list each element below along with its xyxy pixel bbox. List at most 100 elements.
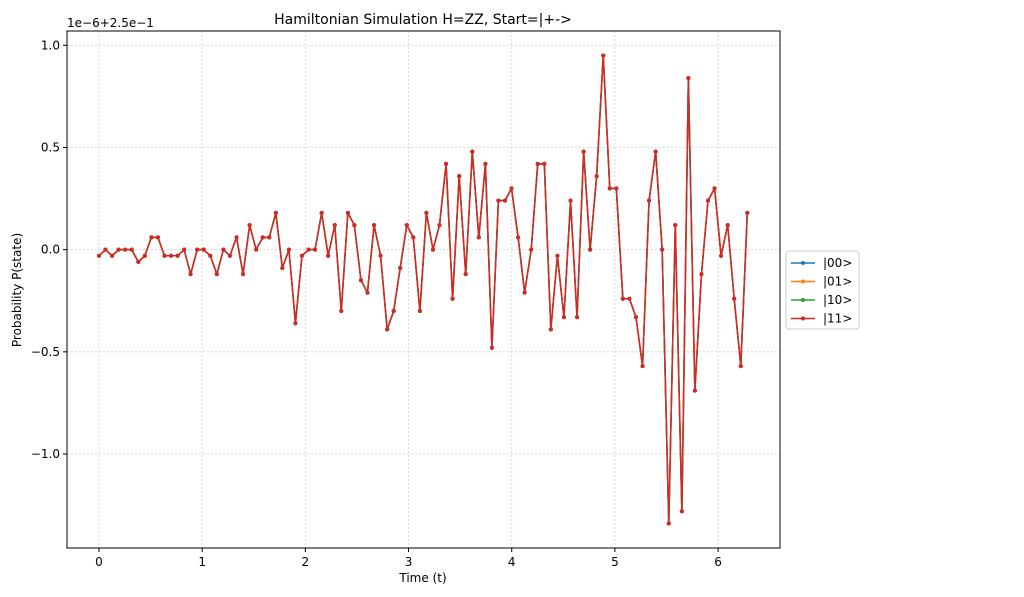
data-point bbox=[417, 308, 422, 313]
data-point bbox=[267, 235, 272, 240]
data-point bbox=[588, 247, 593, 252]
data-point bbox=[679, 509, 684, 514]
data-point bbox=[247, 223, 252, 228]
data-point bbox=[594, 174, 599, 179]
data-point bbox=[136, 259, 141, 264]
data-point bbox=[555, 253, 560, 258]
data-point bbox=[568, 198, 573, 203]
data-point bbox=[358, 278, 363, 283]
data-point bbox=[201, 247, 206, 252]
chart-title: Hamiltonian Simulation H=ZZ, Start=|+-> bbox=[274, 12, 572, 28]
data-point bbox=[208, 253, 213, 258]
data-point bbox=[352, 223, 357, 228]
legend-label-00: |00> bbox=[823, 256, 852, 270]
data-point bbox=[241, 272, 246, 277]
data-point bbox=[339, 308, 344, 313]
plot-area bbox=[67, 31, 780, 548]
data-point bbox=[476, 235, 481, 240]
data-point bbox=[483, 161, 488, 166]
series-layer bbox=[96, 53, 750, 526]
data-point bbox=[319, 210, 324, 215]
y-tick-label: 1.0 bbox=[41, 38, 60, 52]
data-point bbox=[640, 364, 645, 369]
data-point bbox=[424, 210, 429, 215]
legend-marker-01 bbox=[801, 279, 805, 284]
data-point bbox=[149, 235, 154, 240]
data-point bbox=[509, 186, 514, 191]
y-offset-text: 1e−6+2.5e−1 bbox=[67, 16, 154, 30]
data-point bbox=[385, 327, 390, 332]
data-point bbox=[470, 149, 475, 154]
data-point bbox=[313, 247, 318, 252]
data-point bbox=[345, 210, 350, 215]
data-point bbox=[437, 223, 442, 228]
data-point bbox=[306, 247, 311, 252]
x-tick-label: 3 bbox=[405, 555, 413, 569]
data-point bbox=[489, 345, 494, 350]
legend-box bbox=[785, 250, 860, 330]
data-point bbox=[548, 327, 553, 332]
data-point bbox=[607, 186, 612, 191]
x-tick-label: 5 bbox=[611, 555, 619, 569]
data-point bbox=[633, 315, 638, 320]
data-point bbox=[561, 315, 566, 320]
y-axis-label: Probability P(state) bbox=[10, 233, 24, 347]
x-tick-label: 4 bbox=[508, 555, 516, 569]
data-point bbox=[103, 247, 108, 252]
legend-marker-10 bbox=[801, 298, 805, 302]
data-point bbox=[732, 296, 737, 301]
data-point bbox=[280, 266, 285, 271]
data-point bbox=[660, 247, 665, 252]
data-point bbox=[705, 198, 710, 203]
data-point bbox=[699, 272, 704, 277]
data-point bbox=[673, 223, 678, 228]
x-axis: 0 1 2 3 4 5 6 bbox=[95, 548, 722, 569]
x-tick-label: 0 bbox=[95, 555, 103, 569]
data-point bbox=[516, 235, 521, 240]
data-point bbox=[620, 296, 625, 301]
data-point bbox=[293, 321, 298, 326]
data-point bbox=[195, 247, 200, 252]
data-point bbox=[162, 253, 167, 258]
data-point bbox=[182, 247, 187, 252]
data-point bbox=[738, 364, 743, 369]
data-point bbox=[273, 210, 278, 215]
data-point bbox=[712, 186, 717, 191]
data-point bbox=[542, 161, 547, 166]
data-point bbox=[142, 253, 147, 258]
legend-marker-00 bbox=[801, 261, 805, 265]
data-point bbox=[404, 223, 409, 228]
data-point bbox=[398, 266, 403, 271]
data-point bbox=[175, 253, 180, 258]
data-point bbox=[463, 272, 468, 277]
data-point bbox=[496, 198, 501, 203]
x-tick-label: 6 bbox=[714, 555, 722, 569]
data-point bbox=[411, 235, 416, 240]
data-point bbox=[129, 247, 134, 252]
data-point bbox=[522, 290, 527, 295]
data-point bbox=[653, 149, 658, 154]
data-point bbox=[503, 198, 508, 203]
data-point bbox=[575, 315, 580, 320]
data-point bbox=[365, 290, 370, 295]
data-point bbox=[627, 296, 632, 301]
series-11 bbox=[96, 53, 750, 526]
x-axis-label: Time (t) bbox=[398, 571, 446, 585]
data-point bbox=[188, 272, 193, 277]
data-point bbox=[601, 53, 606, 58]
data-point bbox=[116, 247, 121, 252]
data-point bbox=[254, 247, 259, 252]
data-point bbox=[260, 235, 265, 240]
y-tick-label: −0.5 bbox=[31, 345, 60, 359]
data-point bbox=[96, 253, 101, 258]
x-tick-label: 1 bbox=[198, 555, 206, 569]
data-point bbox=[169, 253, 174, 258]
data-point bbox=[221, 247, 226, 252]
data-point bbox=[391, 308, 396, 313]
series-line-11 bbox=[98, 54, 749, 525]
data-point bbox=[457, 174, 462, 179]
y-axis: −1.0 −0.5 0.0 0.5 1.0 bbox=[31, 38, 67, 461]
data-point bbox=[372, 223, 377, 228]
data-point bbox=[378, 253, 383, 258]
